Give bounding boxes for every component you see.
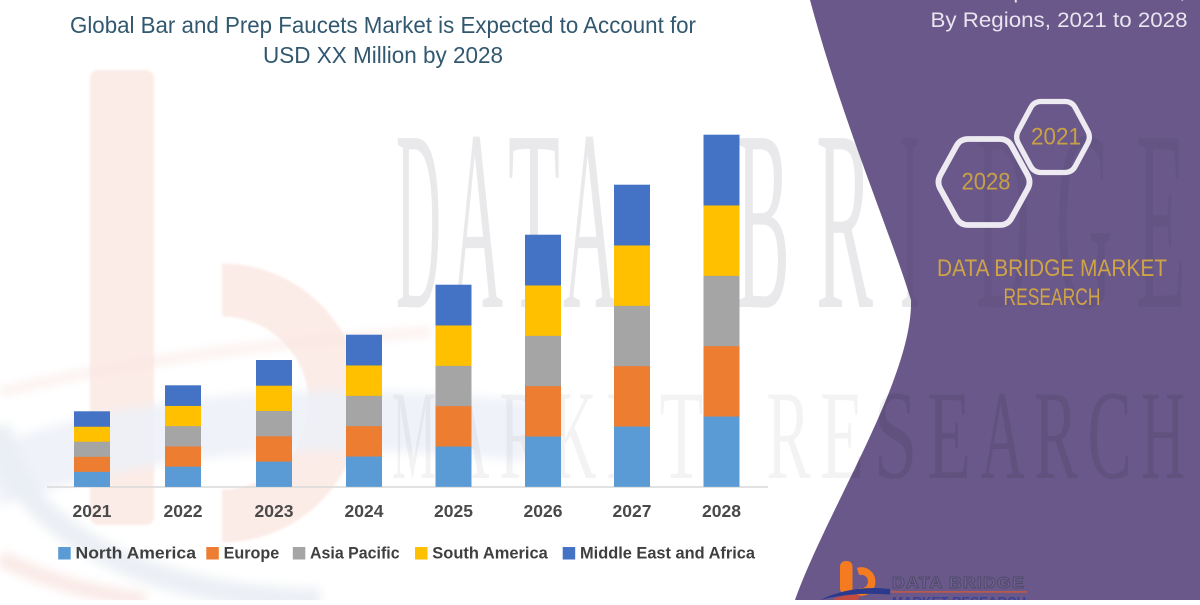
svg-text:R: R (1034, 366, 1078, 506)
svg-text:A: A (563, 77, 617, 363)
svg-text:2022: 2022 (164, 501, 203, 521)
svg-text:2023: 2023 (255, 501, 294, 521)
svg-text:South America: South America (432, 545, 548, 563)
svg-text:E: E (1136, 77, 1186, 363)
svg-text:T: T (660, 366, 704, 506)
svg-text:2026: 2026 (524, 501, 563, 521)
svg-text:2021: 2021 (1031, 124, 1081, 151)
svg-text:MARKET RESEARCH: MARKET RESEARCH (892, 594, 1026, 601)
svg-text:2024: 2024 (345, 501, 384, 521)
svg-text:USD XX Million by 2028: USD XX Million by 2028 (263, 42, 503, 68)
svg-text:By Regions, 2021 to 2028: By Regions, 2021 to 2028 (931, 8, 1188, 32)
svg-text:A: A (981, 366, 1025, 506)
svg-text:D: D (396, 77, 441, 363)
svg-text:H: H (1141, 366, 1185, 506)
svg-text:Middle East and Africa: Middle East and Africa (580, 545, 756, 563)
svg-text:2021: 2021 (73, 501, 112, 521)
svg-text:R: R (767, 366, 811, 506)
svg-text:M: M (392, 366, 436, 506)
svg-text:E: E (927, 366, 971, 506)
svg-text:Global Bar and Prep Faucets Ma: Global Bar and Prep Faucets Market, (831, 0, 1186, 3)
svg-text:Global Bar and Prep Faucets Ma: Global Bar and Prep Faucets Market is Ex… (70, 12, 696, 38)
svg-text:B: B (736, 77, 790, 363)
svg-text:C: C (1088, 366, 1132, 506)
svg-text:RESEARCH: RESEARCH (1004, 284, 1101, 311)
svg-text:2027: 2027 (613, 501, 652, 521)
svg-text:North America: North America (76, 545, 197, 563)
svg-text:2028: 2028 (702, 501, 741, 521)
svg-text:Europe: Europe (224, 545, 280, 563)
svg-text:2028: 2028 (962, 169, 1011, 196)
svg-text:DATA BRIDGE MARKET: DATA BRIDGE MARKET (937, 255, 1167, 282)
svg-text:2025: 2025 (434, 501, 473, 521)
svg-text:DATA BRIDGE: DATA BRIDGE (892, 575, 1025, 592)
svg-text:Asia Pacific: Asia Pacific (310, 545, 400, 563)
